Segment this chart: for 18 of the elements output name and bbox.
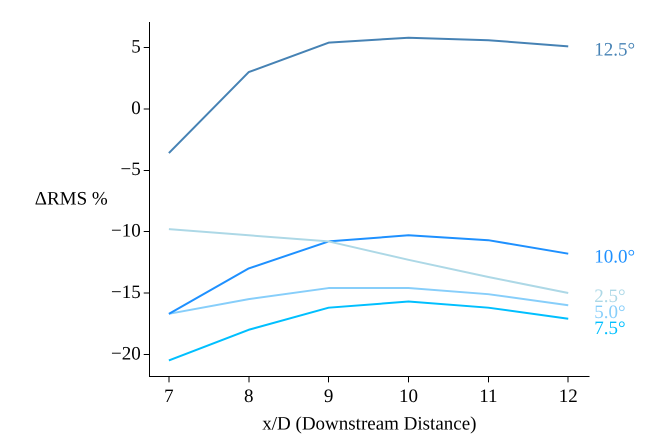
x-tick-label: 7	[164, 386, 174, 407]
x-tick-label: 11	[479, 386, 498, 407]
y-tick-label: −5	[120, 159, 141, 180]
y-tick-label: −10	[110, 220, 141, 242]
x-tick-label: 12	[558, 386, 578, 407]
series-label: 7.5°	[594, 318, 626, 339]
y-tick-label: 5	[131, 36, 141, 58]
x-axis-title: x/D (Downstream Distance)	[262, 414, 476, 435]
y-tick-label: 0	[131, 98, 141, 119]
y-tick-label: −15	[110, 282, 141, 303]
y-axis-title: ΔRMS %	[34, 188, 108, 210]
x-tick-label: 10	[398, 386, 418, 407]
series-label: 10.0°	[594, 246, 636, 268]
y-tick-label: −20	[110, 343, 141, 364]
series-label: 2.5°	[594, 286, 626, 307]
x-tick-label: 8	[244, 386, 254, 407]
series-label: 12.5°	[594, 39, 636, 60]
x-tick-label: 9	[324, 386, 334, 407]
